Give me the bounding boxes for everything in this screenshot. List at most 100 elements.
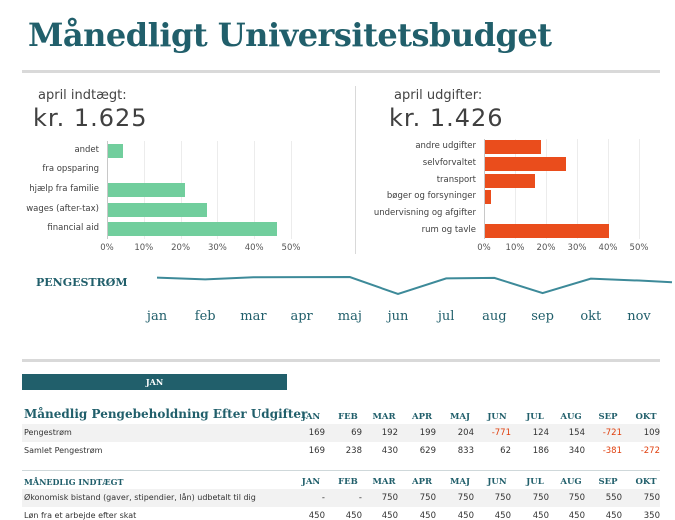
table-cell: 124 bbox=[532, 428, 549, 438]
table-cell: 750 bbox=[419, 493, 436, 503]
income-bar bbox=[108, 222, 278, 237]
table-title: Månedlig Pengebeholdning Efter Udgifter bbox=[24, 407, 308, 421]
table-cell: 450 bbox=[532, 511, 549, 520]
income-category-label: wages (after-tax) bbox=[26, 203, 99, 214]
income-category-label: hjælp fra familie bbox=[29, 184, 99, 194]
table-cell: 750 bbox=[457, 493, 474, 503]
expense-category-label: bøger og forsyninger bbox=[386, 191, 476, 202]
income-category-label: fra opsparing bbox=[42, 164, 99, 175]
expense-category-label: andre udgifter bbox=[415, 141, 476, 152]
cashflow-month-label: aug bbox=[482, 309, 507, 324]
table-cell: 169 bbox=[308, 428, 325, 438]
table-cell: 350 bbox=[643, 511, 660, 520]
table-cell: 62 bbox=[500, 446, 511, 456]
income-tick-label: 10% bbox=[134, 243, 154, 253]
table-month-header: JUL bbox=[526, 412, 544, 422]
expense-amount: kr. 1.426 bbox=[389, 104, 504, 132]
table-cell: 450 bbox=[308, 511, 325, 520]
table-month-header: JUN bbox=[487, 477, 507, 487]
expense-tick-label: 50% bbox=[629, 243, 649, 253]
table-cell: 199 bbox=[419, 428, 436, 438]
table-month-header: SEP bbox=[598, 477, 618, 487]
table-cell: 833 bbox=[457, 446, 474, 456]
expense-tick-label: 0% bbox=[477, 243, 491, 253]
expense-tick-label: 10% bbox=[505, 243, 525, 253]
table-cell: -272 bbox=[640, 446, 660, 456]
table-cell: 450 bbox=[381, 511, 398, 520]
table-month-header: JAN bbox=[301, 412, 321, 422]
expense-bar bbox=[485, 190, 492, 205]
table-month-header: AUG bbox=[560, 477, 582, 487]
table-cell: 204 bbox=[457, 428, 474, 438]
expense-gridline bbox=[639, 139, 640, 239]
expense-tick-label: 40% bbox=[598, 243, 618, 253]
top-divider bbox=[22, 70, 660, 73]
cashflow-month-label: jun bbox=[387, 309, 409, 324]
cashflow-month-label: mar bbox=[240, 309, 267, 324]
table-cell: 450 bbox=[419, 511, 436, 520]
table-cell: 169 bbox=[308, 446, 325, 456]
table-cell: 750 bbox=[532, 493, 549, 503]
table-cell: 450 bbox=[605, 511, 622, 520]
table-cell: 186 bbox=[532, 446, 549, 456]
table-month-header: MAJ bbox=[449, 477, 471, 487]
expense-tick-label: 20% bbox=[536, 243, 556, 253]
table-month-header: APR bbox=[411, 412, 433, 422]
expense-category-label: undervisning og afgifter bbox=[373, 208, 476, 218]
table-cell: 238 bbox=[345, 446, 362, 456]
income-gridline bbox=[254, 141, 256, 239]
table-cell: 750 bbox=[568, 493, 585, 503]
table-cell: -381 bbox=[602, 446, 622, 456]
expense-gridline bbox=[608, 139, 609, 239]
income-label: april indtægt: bbox=[38, 88, 127, 103]
table-month-header: MAJ bbox=[449, 412, 471, 422]
cashflow-month-label: maj bbox=[337, 309, 362, 324]
table-row-label: Løn fra et arbejde efter skat bbox=[24, 511, 137, 520]
expense-bar bbox=[485, 140, 541, 155]
expense-bar bbox=[485, 173, 535, 188]
cashflow-line bbox=[156, 275, 673, 296]
table-cell: -771 bbox=[491, 428, 511, 438]
table-cell: 750 bbox=[494, 493, 511, 503]
expense-category-label: transport bbox=[436, 174, 476, 185]
table-cell: 750 bbox=[381, 493, 398, 503]
expense-gridline bbox=[484, 139, 485, 239]
table-cell: 450 bbox=[345, 511, 362, 520]
table-cell: 109 bbox=[643, 428, 660, 438]
cashflow-month-label: jan bbox=[146, 309, 168, 324]
expense-gridline bbox=[546, 139, 547, 239]
cashflow-month-label: apr bbox=[290, 309, 313, 324]
expense-label: april udgifter: bbox=[394, 88, 483, 103]
table-month-header: OKT bbox=[635, 477, 657, 487]
expense-bar bbox=[485, 157, 566, 171]
income-bar bbox=[108, 183, 186, 197]
income-category-label: andet bbox=[74, 144, 99, 155]
middle-divider bbox=[22, 359, 660, 362]
table-month-header: OKT bbox=[635, 412, 657, 422]
cashflow-month-label: okt bbox=[580, 309, 602, 324]
cashflow-month-label: nov bbox=[627, 309, 651, 324]
table-cell: - bbox=[321, 493, 325, 503]
table-month-header: MAR bbox=[372, 412, 396, 422]
income-bar bbox=[108, 143, 123, 158]
table-cell: -721 bbox=[602, 428, 622, 438]
table-month-header: FEB bbox=[338, 477, 358, 487]
income-tick-label: 30% bbox=[207, 243, 227, 253]
table-month-header: MAR bbox=[372, 477, 396, 487]
page-title: Månedligt Universitetsbudget bbox=[28, 16, 552, 54]
table-cell: 69 bbox=[351, 428, 362, 438]
table-month-header: JUN bbox=[487, 412, 507, 422]
expense-gridline bbox=[577, 139, 578, 239]
month-selector[interactable]: JAN bbox=[22, 374, 287, 390]
income-gridline bbox=[107, 141, 108, 239]
table-row bbox=[22, 424, 660, 442]
table-month-header: SEP bbox=[598, 412, 618, 422]
income-tick-label: 0% bbox=[100, 243, 114, 253]
table-cell: 340 bbox=[568, 446, 585, 456]
table-month-header: JAN bbox=[301, 477, 321, 487]
expense-category-label: rum og tavle bbox=[421, 224, 476, 235]
income-tick-label: 50% bbox=[281, 243, 301, 253]
income-tick-label: 20% bbox=[171, 243, 191, 253]
table-month-header: AUG bbox=[560, 412, 582, 422]
